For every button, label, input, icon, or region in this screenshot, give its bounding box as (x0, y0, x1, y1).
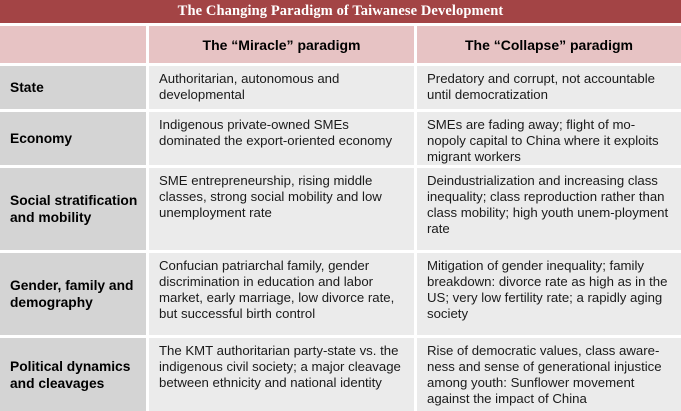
table-row: Gender, family and demography Confucian … (0, 253, 681, 338)
cell-collapse-economy: SMEs are fading away; flight of mo-nopol… (414, 112, 681, 168)
row-header-economy: Economy (0, 112, 146, 168)
cell-collapse-state: Predatory and corrupt, not accountable u… (414, 66, 681, 112)
header-row: The “Miracle” paradigm The “Collapse” pa… (0, 23, 681, 66)
row-header-political-dynamics: Political dynamics and cleavages (0, 338, 146, 411)
table-row: Social stratification and mobility SME e… (0, 168, 681, 253)
corner-header (0, 23, 146, 66)
cell-collapse-social-stratification: Deindustrialization and increasing class… (414, 168, 681, 253)
row-header-state: State (0, 66, 146, 112)
paradigm-table: The “Miracle” paradigm The “Collapse” pa… (0, 23, 681, 411)
cell-miracle-political-dynamics: The KMT authoritarian party-state vs. th… (146, 338, 414, 411)
row-header-social-stratification: Social stratification and mobility (0, 168, 146, 253)
cell-miracle-economy: Indigenous private-owned SMEs dominated … (146, 112, 414, 168)
table-row: State Authoritarian, autonomous and deve… (0, 66, 681, 112)
column-header-miracle: The “Miracle” paradigm (146, 23, 414, 66)
cell-miracle-social-stratification: SME entrepreneurship, rising middle clas… (146, 168, 414, 253)
column-header-collapse: The “Collapse” paradigm (414, 23, 681, 66)
table-row: Political dynamics and cleavages The KMT… (0, 338, 681, 411)
row-header-gender-family: Gender, family and demography (0, 253, 146, 338)
cell-miracle-gender-family: Confucian patriarchal family, gender dis… (146, 253, 414, 338)
table-title: The Changing Paradigm of Taiwanese Devel… (0, 0, 681, 23)
cell-collapse-gender-family: Mitigation of gender inequality; family … (414, 253, 681, 338)
table-row: Economy Indigenous private-owned SMEs do… (0, 112, 681, 168)
cell-miracle-state: Authoritarian, autonomous and developmen… (146, 66, 414, 112)
cell-collapse-political-dynamics: Rise of democratic values, class aware-n… (414, 338, 681, 411)
